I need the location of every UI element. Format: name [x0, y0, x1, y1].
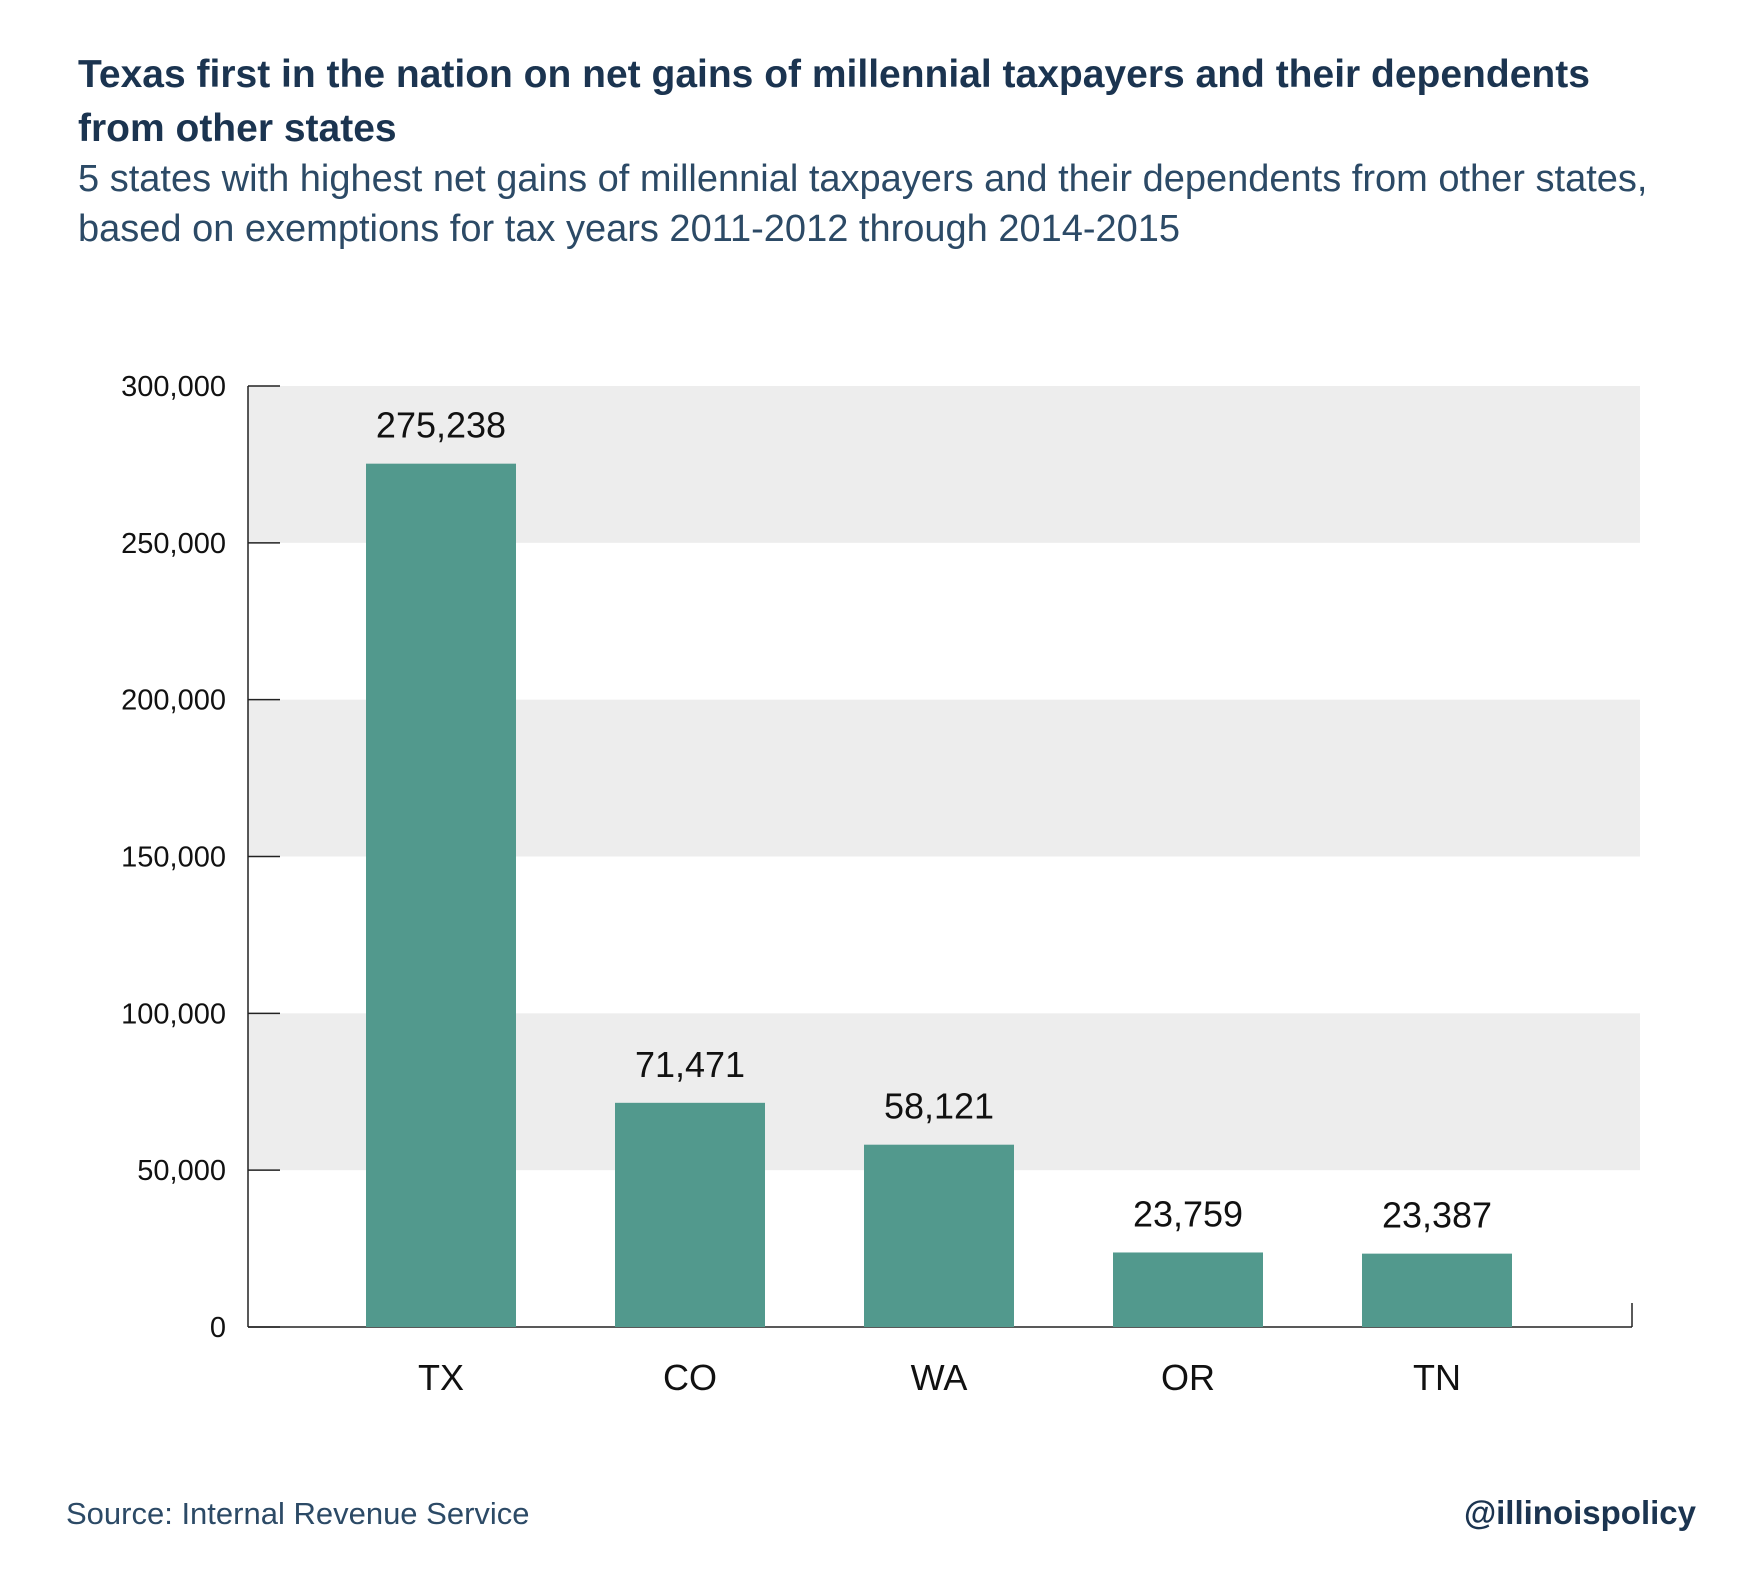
bar-or	[1113, 1252, 1263, 1327]
bar-co	[615, 1102, 765, 1327]
y-tick-label: 150,000	[121, 842, 226, 874]
data-label-or: 23,759	[1133, 1193, 1243, 1234]
chart-title: Texas first in the nation on net gains o…	[78, 53, 1590, 150]
x-label-co: CO	[663, 1357, 717, 1398]
data-labels: 275,238 71,471 58,121 23,759 23,387	[376, 405, 1492, 1236]
y-tick-label: 250,000	[121, 528, 226, 560]
bars	[366, 463, 1512, 1327]
data-label-co: 71,471	[635, 1044, 745, 1085]
x-label-tx: TX	[418, 1357, 464, 1398]
y-tick-label: 0	[210, 1312, 226, 1344]
chart-subtitle: 5 states with highest net gains of mille…	[78, 158, 1648, 250]
bar-tn	[1362, 1253, 1512, 1327]
y-tick-label: 100,000	[121, 998, 226, 1030]
y-tick-label: 200,000	[121, 685, 226, 717]
x-axis-labels: TX CO WA OR TN	[418, 1357, 1461, 1398]
bar-wa	[864, 1144, 1014, 1327]
bar-tx	[366, 463, 516, 1327]
data-label-wa: 58,121	[884, 1086, 994, 1127]
source-note: Source: Internal Revenue Service	[66, 1496, 530, 1531]
y-tick-label: 50,000	[137, 1155, 226, 1187]
data-label-tn: 23,387	[1382, 1195, 1492, 1236]
x-label-wa: WA	[911, 1357, 968, 1398]
x-label-or: OR	[1161, 1357, 1215, 1398]
brand-handle: @illinoispolicy	[1463, 1494, 1696, 1531]
x-label-tn: TN	[1413, 1357, 1461, 1398]
y-tick-label: 300,000	[121, 371, 226, 403]
y-axis-ticks: 0 50,000 100,000 150,000 200,000 250,000 300,0…	[121, 371, 280, 1344]
data-label-tx: 275,238	[376, 405, 506, 446]
